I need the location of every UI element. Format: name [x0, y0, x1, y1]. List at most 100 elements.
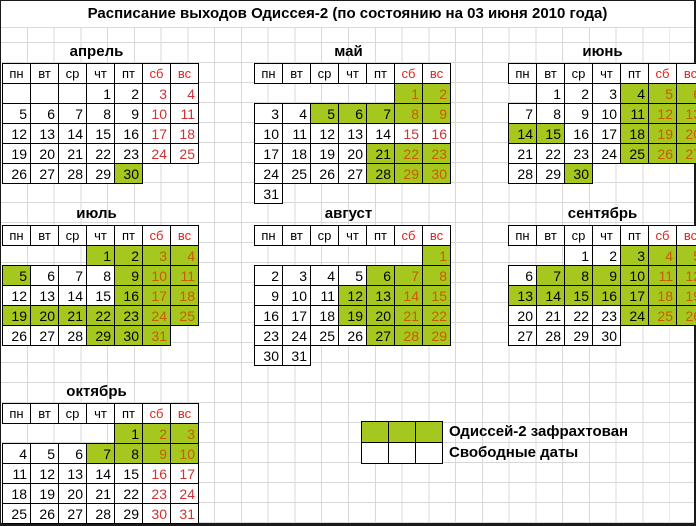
day-cell-chartered[interactable]: 8 [564, 265, 593, 286]
day-cell-free[interactable]: 4 [170, 83, 199, 104]
day-cell-chartered[interactable]: 27 [676, 143, 696, 164]
day-cell-free[interactable]: 11 [310, 285, 339, 306]
day-cell-chartered[interactable]: 8 [114, 443, 143, 464]
day-cell-chartered[interactable]: 4 [648, 245, 677, 266]
day-cell-free[interactable]: 29 [114, 503, 143, 524]
day-cell-free[interactable]: 5 [30, 443, 59, 464]
day-cell-free[interactable]: 17 [254, 143, 283, 164]
day-cell-chartered[interactable]: 26 [648, 143, 677, 164]
day-cell-free[interactable]: 23 [114, 143, 143, 164]
day-cell-free[interactable]: 3 [254, 103, 283, 124]
day-cell-chartered[interactable]: 18 [648, 285, 677, 306]
day-cell-free[interactable]: 5 [338, 265, 367, 286]
day-cell-free[interactable]: 29 [86, 163, 115, 184]
day-cell-free[interactable]: 15 [86, 285, 115, 306]
day-cell-free[interactable]: 11 [282, 123, 311, 144]
day-cell-free[interactable]: 27 [508, 325, 537, 346]
day-cell-chartered[interactable]: 7 [394, 265, 423, 286]
day-cell-chartered[interactable]: 9 [142, 443, 171, 464]
day-cell-free[interactable]: 24 [254, 163, 283, 184]
day-cell-free[interactable]: 4 [310, 265, 339, 286]
day-cell-chartered[interactable]: 17 [142, 285, 171, 306]
day-cell-chartered[interactable]: 11 [648, 265, 677, 286]
day-cell-chartered[interactable]: 17 [620, 285, 649, 306]
day-cell-chartered[interactable]: 26 [676, 305, 696, 326]
day-cell-free[interactable]: 21 [86, 483, 115, 504]
day-cell-chartered[interactable]: 31 [142, 325, 171, 346]
day-cell-chartered[interactable]: 18 [620, 123, 649, 144]
day-cell-free[interactable]: 10 [142, 103, 171, 124]
day-cell-free[interactable]: 30 [254, 345, 283, 366]
day-cell-chartered[interactable]: 5 [2, 265, 31, 286]
day-cell-free[interactable]: 20 [338, 143, 367, 164]
day-cell-chartered[interactable]: 12 [338, 285, 367, 306]
day-cell-chartered[interactable]: 28 [366, 163, 395, 184]
day-cell-free[interactable]: 8 [536, 103, 565, 124]
day-cell-chartered[interactable]: 6 [338, 103, 367, 124]
day-cell-chartered[interactable]: 24 [142, 305, 171, 326]
day-cell-free[interactable]: 16 [254, 305, 283, 326]
day-cell-free[interactable]: 9 [114, 103, 143, 124]
day-cell-chartered[interactable]: 20 [30, 305, 59, 326]
day-cell-free[interactable]: 3 [282, 265, 311, 286]
day-cell-free[interactable]: 18 [2, 483, 31, 504]
day-cell-free[interactable]: 13 [30, 123, 59, 144]
day-cell-free[interactable]: 28 [536, 325, 565, 346]
day-cell-chartered[interactable]: 25 [170, 305, 199, 326]
day-cell-free[interactable]: 6 [30, 265, 59, 286]
day-cell-chartered[interactable]: 21 [58, 305, 87, 326]
day-cell-chartered[interactable]: 22 [86, 305, 115, 326]
day-cell-free[interactable]: 27 [30, 325, 59, 346]
day-cell-chartered[interactable]: 3 [620, 245, 649, 266]
day-cell-free[interactable]: 26 [310, 163, 339, 184]
day-cell-chartered[interactable]: 14 [536, 285, 565, 306]
day-cell-chartered[interactable]: 15 [564, 285, 593, 306]
day-cell-chartered[interactable]: 21 [394, 305, 423, 326]
day-cell-free[interactable]: 10 [592, 103, 621, 124]
day-cell-free[interactable]: 17 [282, 305, 311, 326]
day-cell-chartered[interactable]: 5 [648, 83, 677, 104]
day-cell-chartered[interactable]: 4 [170, 245, 199, 266]
day-cell-free[interactable]: 9 [564, 103, 593, 124]
day-cell-free[interactable]: 12 [2, 285, 31, 306]
day-cell-free[interactable]: 4 [282, 103, 311, 124]
day-cell-chartered[interactable]: 1 [86, 245, 115, 266]
day-cell-chartered[interactable]: 9 [422, 103, 451, 124]
day-cell-free[interactable]: 18 [310, 305, 339, 326]
day-cell-chartered[interactable]: 2 [114, 245, 143, 266]
day-cell-chartered[interactable]: 24 [620, 305, 649, 326]
day-cell-free[interactable]: 2 [254, 265, 283, 286]
day-cell-free[interactable]: 8 [86, 103, 115, 124]
day-cell-free[interactable]: 18 [170, 123, 199, 144]
day-cell-chartered[interactable]: 30 [564, 163, 593, 184]
day-cell-chartered[interactable]: 27 [366, 325, 395, 346]
day-cell-free[interactable]: 25 [2, 503, 31, 524]
day-cell-chartered[interactable]: 2 [422, 83, 451, 104]
day-cell-free[interactable]: 13 [30, 285, 59, 306]
day-cell-chartered[interactable]: 10 [170, 443, 199, 464]
day-cell-chartered[interactable]: 1 [422, 245, 451, 266]
day-cell-free[interactable]: 4 [2, 443, 31, 464]
day-cell-chartered[interactable]: 19 [676, 285, 696, 306]
day-cell-free[interactable]: 1 [564, 245, 593, 266]
day-cell-chartered[interactable]: 9 [592, 265, 621, 286]
day-cell-free[interactable]: 17 [170, 463, 199, 484]
day-cell-free[interactable]: 14 [58, 285, 87, 306]
day-cell-free[interactable]: 17 [142, 123, 171, 144]
day-cell-chartered[interactable]: 19 [648, 123, 677, 144]
day-cell-chartered[interactable]: 15 [422, 285, 451, 306]
day-cell-free[interactable]: 15 [394, 123, 423, 144]
day-cell-free[interactable]: 7 [508, 103, 537, 124]
day-cell-free[interactable]: 26 [338, 325, 367, 346]
day-cell-free[interactable]: 14 [86, 463, 115, 484]
day-cell-free[interactable]: 12 [310, 123, 339, 144]
day-cell-free[interactable]: 16 [422, 123, 451, 144]
day-cell-free[interactable]: 23 [592, 305, 621, 326]
day-cell-chartered[interactable]: 16 [592, 285, 621, 306]
day-cell-free[interactable]: 28 [86, 503, 115, 524]
day-cell-chartered[interactable]: 19 [338, 305, 367, 326]
day-cell-free[interactable]: 12 [30, 463, 59, 484]
day-cell-chartered[interactable]: 30 [422, 163, 451, 184]
day-cell-free[interactable]: 24 [170, 483, 199, 504]
day-cell-free[interactable]: 29 [536, 163, 565, 184]
